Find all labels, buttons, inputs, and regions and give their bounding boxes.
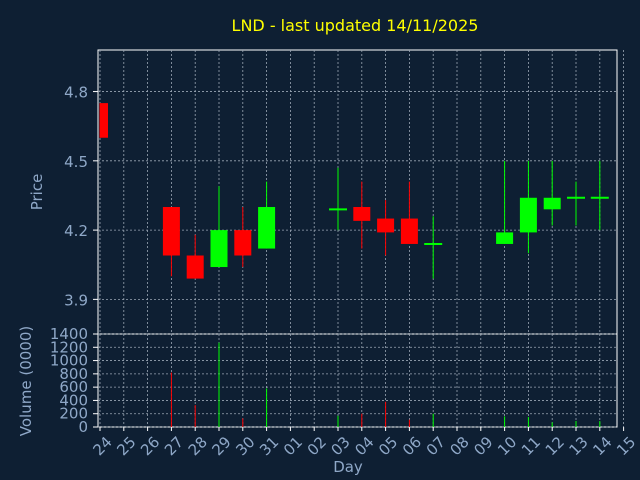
candle bbox=[590, 160, 609, 231]
price-axis-label: Price bbox=[28, 174, 46, 211]
candle bbox=[496, 160, 514, 244]
candle bbox=[567, 181, 585, 226]
candle bbox=[519, 160, 537, 254]
price-panel: 3.9 4.2 4.5 4.8 bbox=[64, 49, 624, 335]
volume-tick-label: 0 bbox=[78, 418, 88, 436]
candle-body bbox=[210, 230, 228, 268]
candle bbox=[543, 160, 561, 226]
candle-body bbox=[377, 218, 395, 233]
candle-body bbox=[258, 207, 276, 249]
price-tick-label: 4.8 bbox=[64, 84, 88, 102]
candle bbox=[186, 234, 204, 279]
candle bbox=[377, 200, 395, 256]
candle bbox=[162, 207, 180, 277]
candle-body bbox=[496, 232, 514, 244]
candle-body bbox=[100, 103, 108, 138]
candle-body bbox=[234, 230, 252, 256]
candle bbox=[400, 181, 418, 244]
volume-frame bbox=[97, 333, 618, 428]
candle bbox=[258, 181, 276, 249]
chart-title: LND - last updated 14/11/2025 bbox=[232, 16, 479, 35]
candle-body bbox=[353, 207, 371, 221]
volume-tick-label: 600 bbox=[59, 378, 88, 396]
price-tick-label: 3.9 bbox=[64, 291, 88, 309]
candle bbox=[99, 103, 108, 138]
price-tick-label: 4.5 bbox=[64, 153, 88, 171]
volume-tick-label: 1000 bbox=[50, 352, 88, 370]
volume-tick-label: 400 bbox=[59, 391, 88, 409]
candle bbox=[424, 216, 443, 279]
candle-body bbox=[543, 197, 561, 210]
candle bbox=[210, 186, 228, 268]
candle-body bbox=[186, 255, 204, 279]
volume-tick-label: 200 bbox=[59, 405, 88, 423]
candle-body bbox=[162, 207, 180, 256]
candle-body bbox=[400, 218, 418, 244]
candle-body bbox=[519, 197, 537, 233]
price-tick-label: 4.2 bbox=[64, 222, 88, 240]
volume-tick-label: 800 bbox=[59, 365, 88, 383]
candle bbox=[234, 207, 252, 268]
volume-tick-label: 1200 bbox=[50, 338, 88, 356]
volume-axis-label: Volume (0000) bbox=[17, 326, 35, 436]
volume-tick-label: 1400 bbox=[50, 325, 88, 343]
candle bbox=[329, 167, 347, 231]
day-axis-label: Day bbox=[333, 458, 363, 476]
candle bbox=[353, 181, 371, 249]
